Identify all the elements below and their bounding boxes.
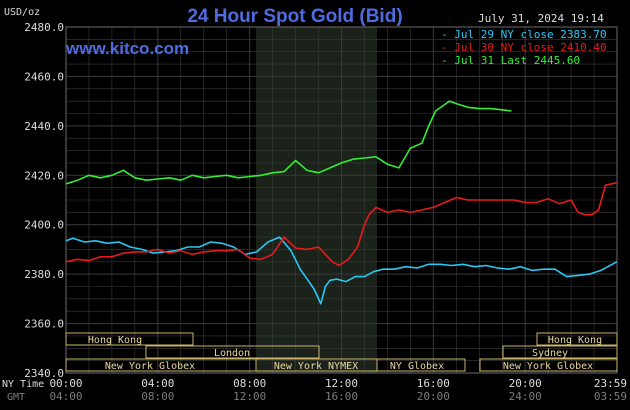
series-line-3 <box>65 100 512 185</box>
chart-timestamp: July 31, 2024 19:14 <box>478 12 604 25</box>
x-tick-label-ny: 08:00 <box>233 377 266 390</box>
site-watermark: www.kitco.com <box>65 39 189 58</box>
series-lines <box>65 100 618 305</box>
market-label-ny-globex: NY Globex <box>390 361 444 372</box>
market-box-sydney <box>502 345 618 359</box>
legend-entry-2: - Jul 30 NY close 2410.40 <box>441 41 607 54</box>
x-row-label-ny: NY Time <box>2 379 44 390</box>
chart-title: 24 Hour Spot Gold (Bid) <box>187 6 402 27</box>
market-label-london: London <box>214 348 250 359</box>
y-tick-label: 2400.0 <box>24 219 64 232</box>
market-box-new-york-globex-b <box>479 358 618 372</box>
x-tick-label-gmt: 03:59 <box>594 390 627 403</box>
x-tick-label-ny: 00:00 <box>49 377 82 390</box>
x-tick-label-gmt: 12:00 <box>233 390 266 403</box>
y-axis-ticks: 2480.0 2460.0 2440.0 2420.0 2400.0 2380.0 2360… <box>24 21 64 380</box>
market-label-hong-kong-b: Hong Kong <box>548 335 602 346</box>
series-line-1 <box>65 236 618 305</box>
market-label-sydney: Sydney <box>532 348 568 359</box>
x-tick-label-gmt: 04:00 <box>49 390 82 403</box>
x-tick-label-gmt: 20:00 <box>417 390 450 403</box>
y-tick-label: 2380.0 <box>24 268 64 281</box>
y-tick-label: 2440.0 <box>24 120 64 133</box>
y-tick-label: 2460.0 <box>24 70 64 83</box>
market-box-hong-kong-a <box>65 332 194 346</box>
grid-lines <box>65 26 618 374</box>
x-tick-label-ny: 20:00 <box>509 377 542 390</box>
y-tick-label: 2360.0 <box>24 318 64 331</box>
x-axis-ticks: 00:0004:0004:0008:0008:0012:0012:0016:00… <box>49 377 627 403</box>
x-tick-label-gmt: 08:00 <box>141 390 174 403</box>
market-sessions <box>65 332 618 372</box>
plot-border <box>65 26 618 374</box>
market-label-new-york-globex-a: New York Globex <box>105 361 195 372</box>
y-tick-label: 2420.0 <box>24 169 64 182</box>
x-tick-label-gmt: 24:00 <box>509 390 542 403</box>
x-tick-label-ny: 04:00 <box>141 377 174 390</box>
market-box-hong-kong-b <box>536 332 618 346</box>
x-tick-label-ny: 16:00 <box>417 377 450 390</box>
x-tick-label-ny: 12:00 <box>325 377 358 390</box>
y-tick-label: 2340.0 <box>24 367 64 380</box>
legend-entry-1: - Jul 29 NY close 2383.70 <box>441 28 607 41</box>
legend: - Jul 29 NY close 2383.70- Jul 30 NY clo… <box>441 28 607 67</box>
market-label-new-york-nymex: New York NYMEX <box>274 361 358 372</box>
x-tick-label-gmt: 16:00 <box>325 390 358 403</box>
market-label-new-york-globex-b: New York Globex <box>503 361 593 372</box>
legend-entry-3: - Jul 31 Last 2445.60 <box>441 54 580 67</box>
y-tick-label: 2480.0 <box>24 21 64 34</box>
y-axis-unit-label: USD/oz <box>4 7 40 18</box>
series-line-2 <box>65 181 617 267</box>
x-tick-label-ny: 23:59 <box>594 377 627 390</box>
market-label-hong-kong-a: Hong Kong <box>88 335 142 346</box>
market-labels: Hong Kong London New York Globex New Yor… <box>88 335 602 372</box>
market-box-london <box>145 345 320 359</box>
x-row-label-gmt: GMT <box>7 392 25 403</box>
market-box-ny-globex <box>376 358 466 372</box>
